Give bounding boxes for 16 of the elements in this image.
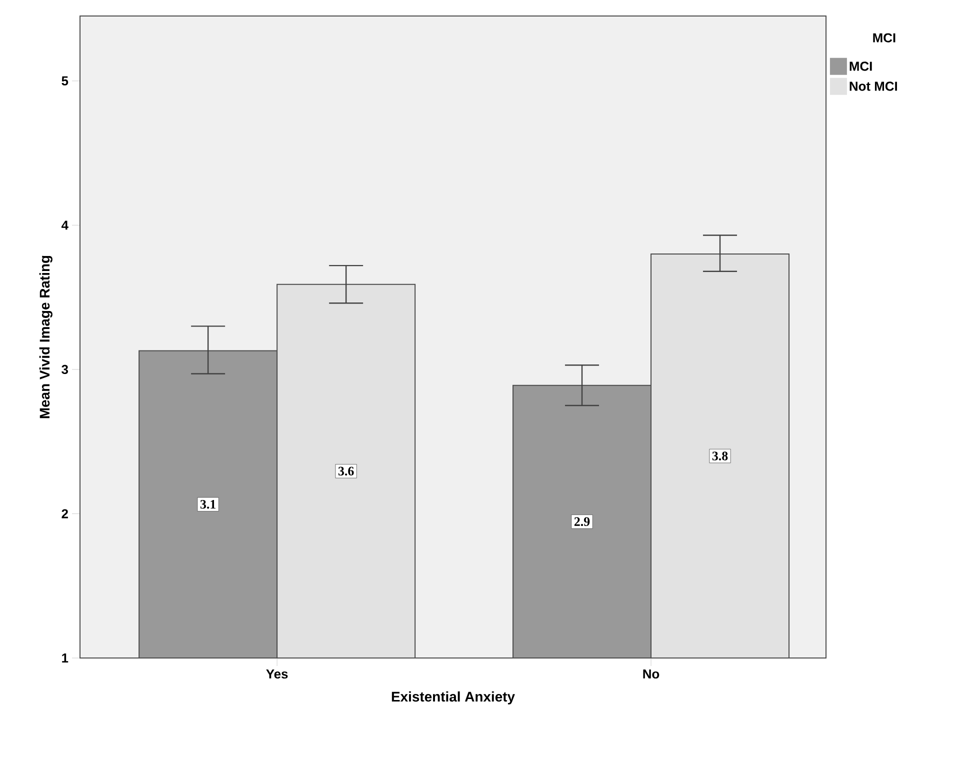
- data-label: 2.9: [574, 517, 590, 526]
- legend-label: Not MCI: [850, 82, 897, 91]
- legend-title: MCI: [873, 33, 896, 42]
- y-tick-label: 4: [61, 220, 68, 230]
- data-label: 3.1: [200, 500, 216, 509]
- data-label: 3.8: [712, 452, 728, 460]
- x-axis-title: Existential Anxiety: [392, 691, 515, 704]
- data-label: 3.6: [338, 466, 354, 476]
- legend-label: MCI: [850, 62, 872, 71]
- y-tick-label: 2: [62, 509, 68, 518]
- y-axis-title: Mean Vivid Image Rating: [39, 256, 52, 418]
- x-tick-label: No: [643, 670, 660, 679]
- y-tick-label: 1: [62, 654, 68, 662]
- y-tick-label: 3: [62, 364, 68, 374]
- x-tick-label: Yes: [266, 670, 288, 679]
- y-tick-label: 5: [62, 76, 68, 86]
